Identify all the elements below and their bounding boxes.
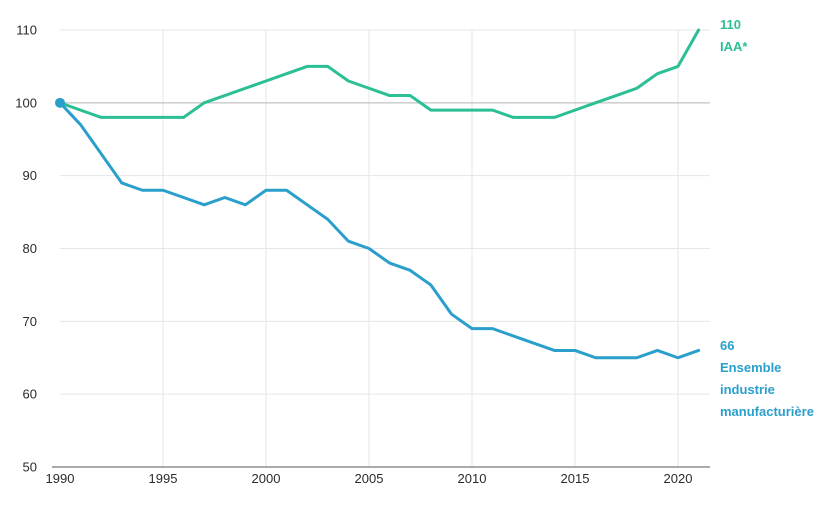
series-lines [58, 28, 701, 360]
y-tick-label: 110 [16, 23, 37, 38]
series-end-value: 66 [720, 338, 734, 353]
y-tick-label: 50 [23, 460, 37, 475]
series-name-label: industrie [720, 382, 775, 397]
y-tick-label: 60 [23, 387, 37, 402]
y-tick-label: 70 [23, 314, 37, 329]
x-tick-label: 2010 [458, 471, 487, 486]
x-tick-label: 1995 [149, 471, 178, 486]
markers [55, 97, 65, 108]
series-name-label: manufacturière [720, 404, 814, 419]
x-tick-label: 2020 [664, 471, 693, 486]
x-tick-label: 2015 [561, 471, 590, 486]
x-tick-label: 2005 [355, 471, 384, 486]
series-line-iaa [58, 28, 701, 119]
x-tick-label: 1990 [46, 471, 75, 486]
series-name-label: IAA* [720, 39, 748, 54]
series-line-ensemble-industrie [58, 101, 701, 360]
series-end-value: 110 [720, 17, 741, 32]
series-name-label: Ensemble [720, 360, 781, 375]
series-end-labels: 110 IAA* 66 Ensemble industrie manufacturière [720, 17, 814, 419]
y-tick-label: 80 [23, 241, 37, 256]
axes: 50 60 70 80 90 100 110 1990 1995 2000 2005 2010 2015… [15, 23, 710, 486]
y-tick-label: 100 [15, 95, 37, 110]
y-tick-label: 90 [23, 168, 37, 183]
x-tick-label: 2000 [252, 471, 281, 486]
start-point-marker [55, 97, 65, 108]
